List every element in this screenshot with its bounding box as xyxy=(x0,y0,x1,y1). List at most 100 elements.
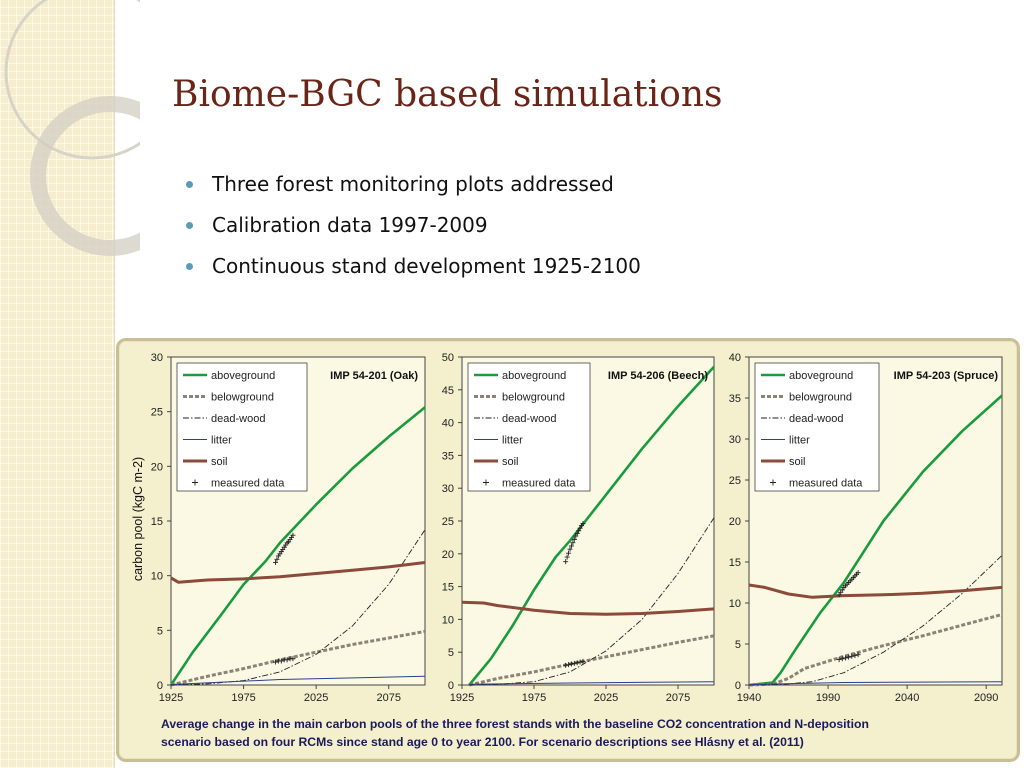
series-line-aboveground xyxy=(169,406,426,686)
series-line-soil xyxy=(170,561,426,584)
y-tick-label: 50 xyxy=(442,352,454,364)
x-tick-label: 2025 xyxy=(304,692,328,704)
y-tick-label: 30 xyxy=(729,434,741,446)
measured-point xyxy=(574,530,580,536)
legend-label: litter xyxy=(789,435,810,447)
figure-caption-line-2: scenario based on four RCMs since stand … xyxy=(161,735,804,749)
y-tick-label: 10 xyxy=(151,571,163,583)
measured-point xyxy=(568,661,574,667)
legend-label: dead-wood xyxy=(211,413,265,425)
measured-point xyxy=(571,660,577,666)
legend-label: aboveground xyxy=(502,370,566,382)
legend-label: measured data xyxy=(502,478,576,490)
measured-point xyxy=(273,560,279,566)
y-tick-label: 20 xyxy=(151,461,163,473)
x-tick-label: 2075 xyxy=(666,692,690,704)
measured-point xyxy=(567,546,573,552)
measured-point xyxy=(566,550,572,556)
legend-label: soil xyxy=(211,456,228,468)
y-tick-label: 30 xyxy=(442,483,454,495)
bullet-dot-icon xyxy=(186,222,193,229)
y-tick-label: 10 xyxy=(442,614,454,626)
legend-label: aboveground xyxy=(789,370,853,382)
y-tick-label: 40 xyxy=(442,418,454,430)
measured-point xyxy=(855,570,861,576)
measured-point xyxy=(563,662,569,668)
chart-panel-3: 0 5 10 15 20 25 30 35 40 1940 1990 2040 2090 abovegro… xyxy=(729,352,1003,704)
slide-title: Biome-BGC based simulations xyxy=(172,74,723,115)
x-tick-label: 2090 xyxy=(974,692,998,704)
y-tick-label: 25 xyxy=(151,407,163,419)
measured-point xyxy=(564,554,570,560)
legend-label: belowground xyxy=(789,392,852,404)
measured-point xyxy=(576,528,582,534)
series-line-aboveground xyxy=(748,394,1003,687)
y-tick-label: 10 xyxy=(729,598,741,610)
legend-label: aboveground xyxy=(211,370,275,382)
bullet-dot-icon xyxy=(186,181,193,188)
measured-point xyxy=(284,657,290,663)
legend-label: belowground xyxy=(502,392,565,404)
measured-point xyxy=(574,660,580,666)
legend-swatch-measured xyxy=(483,479,489,486)
y-tick-label: 25 xyxy=(442,516,454,528)
series-line-soil xyxy=(748,583,1003,599)
measured-point xyxy=(566,662,572,668)
measured-point xyxy=(571,536,577,542)
bullet-item: Three forest monitoring plots addressed xyxy=(186,170,641,211)
chart-title: IMP 54-201 (Oak) xyxy=(330,370,418,382)
legend-label: dead-wood xyxy=(789,413,843,425)
bullet-item: Continuous stand development 1925-2100 xyxy=(186,252,641,293)
bullet-dot-icon xyxy=(186,263,193,270)
measured-point xyxy=(842,655,848,661)
y-tick-label: 0 xyxy=(448,680,454,692)
y-tick-label: 5 xyxy=(735,639,741,651)
figure-caption-line-1: Average change in the main carbon pools … xyxy=(161,717,869,731)
legend-label: dead-wood xyxy=(502,413,556,425)
measured-point xyxy=(846,654,852,660)
y-tick-label: 20 xyxy=(729,516,741,528)
chart-title: IMP 54-206 (Beech) xyxy=(608,370,708,382)
legend-label: litter xyxy=(502,435,523,447)
y-tick-label: 0 xyxy=(735,680,741,692)
measured-point xyxy=(273,659,279,665)
measured-point xyxy=(570,540,576,546)
series-line-litter xyxy=(170,675,426,685)
legend-box xyxy=(467,362,591,492)
measured-point xyxy=(278,658,284,664)
measured-point xyxy=(852,652,858,658)
series-line-litter xyxy=(469,681,715,685)
y-tick-label: 5 xyxy=(157,625,163,637)
x-tick-label: 1975 xyxy=(231,692,255,704)
bullet-list: Three forest monitoring plots addressed … xyxy=(186,170,641,293)
measured-point xyxy=(855,652,861,658)
y-tick-label: 35 xyxy=(729,393,741,405)
x-tick-label: 1925 xyxy=(450,692,474,704)
legend-label: measured data xyxy=(789,478,863,490)
y-tick-label: 30 xyxy=(151,352,163,364)
legend-label: soil xyxy=(502,456,519,468)
series-line-aboveground xyxy=(468,365,715,686)
decorative-circles xyxy=(4,0,140,256)
measured-point xyxy=(563,559,569,565)
y-tick-label: 20 xyxy=(442,549,454,561)
series-line-litter xyxy=(748,681,1003,686)
x-tick-label: 1940 xyxy=(737,692,761,704)
measured-point xyxy=(836,657,842,663)
measured-point xyxy=(577,525,583,531)
series-line-belowground xyxy=(748,613,1003,687)
legend-label: belowground xyxy=(211,392,274,404)
y-tick-label: 15 xyxy=(442,582,454,594)
series-line-belowground xyxy=(170,629,426,687)
y-tick-label: 0 xyxy=(157,680,163,692)
legend-swatch-measured xyxy=(770,479,776,486)
x-tick-label: 2075 xyxy=(376,692,400,704)
measured-point xyxy=(849,653,855,659)
series-line-soil xyxy=(461,600,715,616)
measured-point xyxy=(290,532,296,538)
bullet-text: Three forest monitoring plots addressed xyxy=(212,172,614,196)
x-tick-label: 2025 xyxy=(594,692,618,704)
y-tick-label: 25 xyxy=(729,475,741,487)
